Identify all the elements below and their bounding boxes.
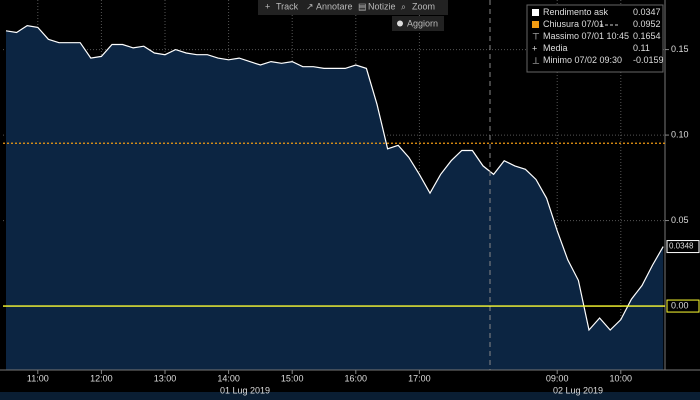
- last-value-label: 0.0348: [669, 242, 694, 251]
- x-tick-label: 09:00: [546, 373, 569, 383]
- refresh-bg: [392, 16, 444, 31]
- plot-area: [3, 0, 665, 370]
- legend-rows: Rendimento ask 0.0347 Chiusura 07/01 0.0952…: [543, 7, 664, 65]
- series-line: [5, 24, 664, 332]
- y-tick-label: 0.10: [671, 129, 689, 139]
- legend-value: -0.0159: [633, 55, 664, 65]
- legend-value: 0.1654: [633, 31, 661, 41]
- area-fill: [6, 25, 664, 370]
- legend-value: 0.0952: [633, 19, 661, 29]
- legend-label: Chiusura 07/01: [543, 19, 604, 29]
- bottom-strip: [0, 392, 700, 400]
- x-tick-label: 14:00: [217, 373, 240, 383]
- y-tick-label: 0.05: [671, 215, 689, 225]
- last-value-box: [666, 240, 700, 254]
- toolbar-button[interactable]: Track: [276, 1, 299, 11]
- legend-box: [526, 4, 664, 73]
- toolbar: + Track ↗ Annotare ▤ Notizie ⌕ Zoom Aggi…: [258, 0, 448, 31]
- x-tick-label: 16:00: [345, 373, 368, 383]
- toolbar-button[interactable]: Zoom: [412, 1, 435, 11]
- date-label: 02 Lug 2019: [553, 385, 603, 395]
- legend-icon: ⊥: [532, 55, 540, 65]
- toolbar-icon: +: [265, 1, 270, 11]
- legend-value: 0.11: [633, 43, 650, 53]
- legend-icon: ⊤: [532, 31, 540, 41]
- zero-label: 0.00: [671, 300, 689, 310]
- legend: ⊤ + ⊥ Rendimento ask 0.0347 Chiusura 07/01…: [526, 4, 664, 73]
- legend-label: Rendimento ask: [543, 7, 609, 17]
- x-tick-label: 11:00: [27, 373, 49, 383]
- toolbar-icon: ↗: [306, 1, 314, 11]
- x-tick-label: 10:00: [610, 373, 633, 383]
- toolbar-button[interactable]: Annotare: [316, 1, 353, 11]
- date-label: 01 Lug 2019: [220, 385, 270, 395]
- legend-label: Minimo 07/02 09:30: [543, 55, 622, 65]
- toolbar-bg: [258, 0, 448, 15]
- refresh-icon: [397, 20, 403, 27]
- x-tick-label: 17:00: [408, 373, 431, 383]
- legend-icon: +: [532, 43, 537, 53]
- toolbar-icon: ⌕: [401, 1, 406, 11]
- legend-label: Massimo 07/01 10:45: [543, 31, 629, 41]
- legend-swatch: [532, 21, 539, 28]
- toolbar-button[interactable]: Notizie: [368, 1, 396, 11]
- y-tick-label: 0.15: [671, 44, 689, 54]
- legend-value: 0.0347: [633, 7, 661, 17]
- toolbar-button[interactable]: Aggiorn: [407, 18, 438, 28]
- legend-label: Media: [543, 43, 568, 53]
- zero-label-box: [666, 299, 700, 313]
- x-tick-label: 15:00: [281, 373, 304, 383]
- toolbar-icon: ▤: [358, 1, 367, 11]
- x-tick-label: 12:00: [90, 373, 113, 383]
- x-tick-label: 13:00: [154, 373, 177, 383]
- legend-swatch: [532, 9, 539, 16]
